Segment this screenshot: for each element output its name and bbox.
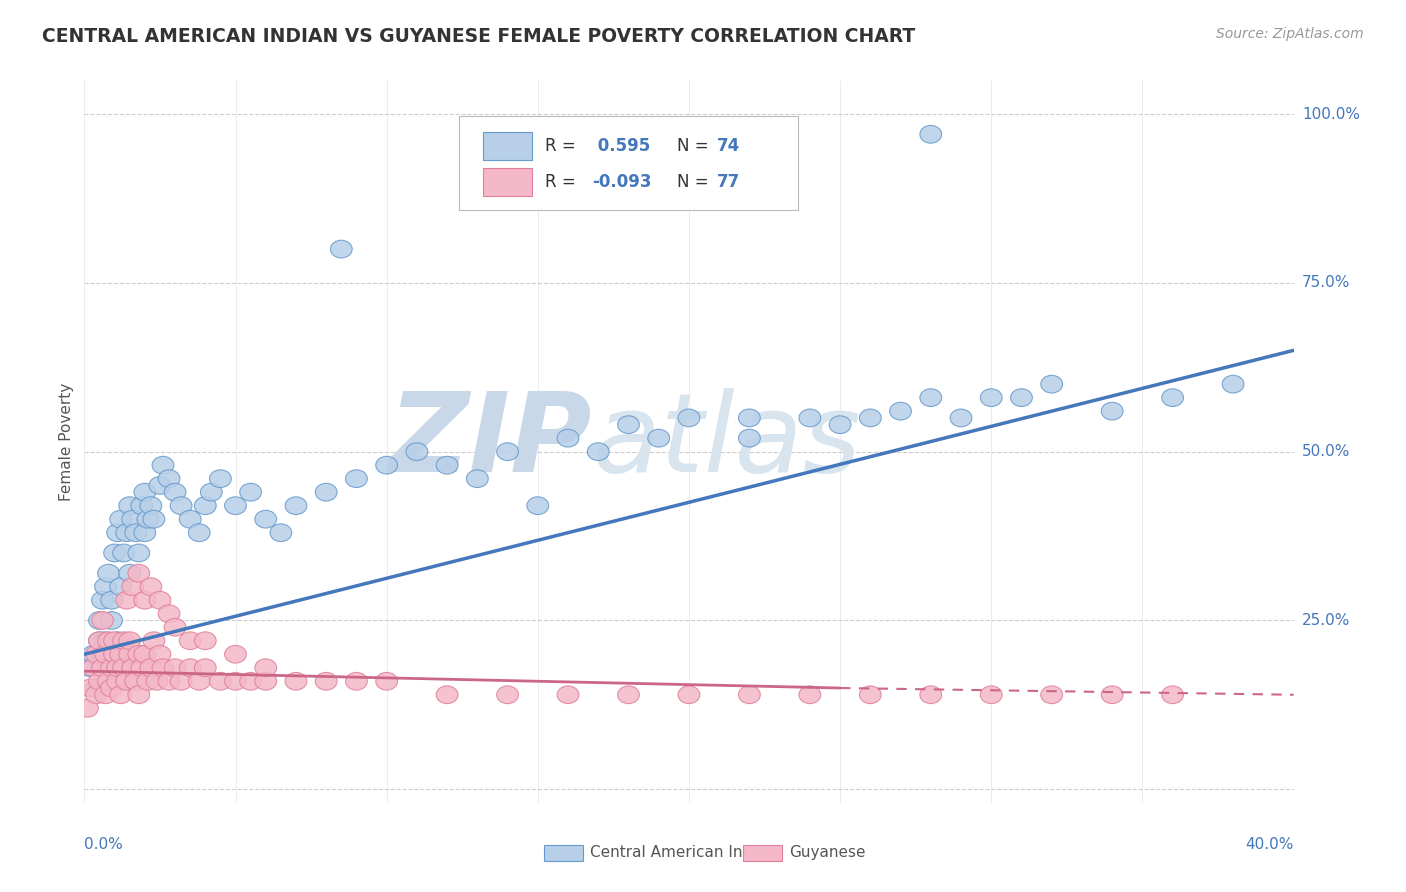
Text: Guyanese: Guyanese xyxy=(789,845,866,860)
FancyBboxPatch shape xyxy=(744,845,782,861)
Text: 40.0%: 40.0% xyxy=(1246,837,1294,852)
Text: 0.595: 0.595 xyxy=(592,137,651,155)
FancyBboxPatch shape xyxy=(460,117,797,211)
Text: 0.0%: 0.0% xyxy=(84,837,124,852)
Text: ZIP: ZIP xyxy=(388,388,592,495)
Text: 74: 74 xyxy=(717,137,740,155)
Text: N =: N = xyxy=(676,173,714,191)
Text: 25.0%: 25.0% xyxy=(1302,613,1350,628)
Text: R =: R = xyxy=(546,173,581,191)
FancyBboxPatch shape xyxy=(544,845,582,861)
Text: 50.0%: 50.0% xyxy=(1302,444,1350,459)
Text: 75.0%: 75.0% xyxy=(1302,276,1350,291)
Text: R =: R = xyxy=(546,137,581,155)
Text: CENTRAL AMERICAN INDIAN VS GUYANESE FEMALE POVERTY CORRELATION CHART: CENTRAL AMERICAN INDIAN VS GUYANESE FEMA… xyxy=(42,27,915,45)
Text: Central American Indians: Central American Indians xyxy=(589,845,783,860)
Text: -0.093: -0.093 xyxy=(592,173,652,191)
Text: 100.0%: 100.0% xyxy=(1302,106,1360,121)
Text: atlas: atlas xyxy=(592,388,860,495)
FancyBboxPatch shape xyxy=(484,169,531,196)
Text: 77: 77 xyxy=(717,173,740,191)
Text: Source: ZipAtlas.com: Source: ZipAtlas.com xyxy=(1216,27,1364,41)
FancyBboxPatch shape xyxy=(484,132,531,160)
Text: N =: N = xyxy=(676,137,714,155)
Y-axis label: Female Poverty: Female Poverty xyxy=(59,383,73,500)
